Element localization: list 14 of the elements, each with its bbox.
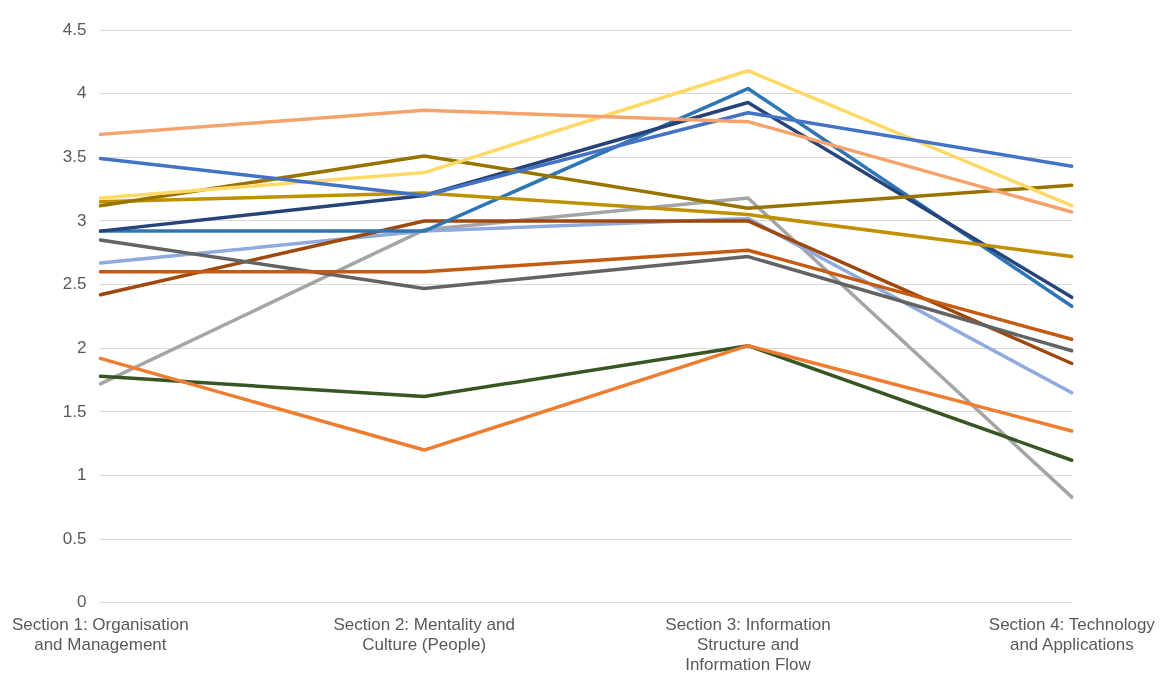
x-tick-label: Section 4: Technology and Applications bbox=[988, 614, 1156, 655]
y-tick-label: 2 bbox=[76, 337, 87, 357]
y-tick-label: 4 bbox=[76, 83, 87, 103]
x-tick-label: Section 2: Mentality and Culture (People) bbox=[333, 614, 515, 655]
x-tick-label: Section 3: Information Structure and Information Flow bbox=[665, 614, 831, 675]
y-tick-label: 0 bbox=[76, 592, 87, 612]
y-tick-label: 3.5 bbox=[62, 146, 87, 166]
y-tick-label: 2.5 bbox=[62, 274, 87, 294]
y-tick-label: 0.5 bbox=[62, 528, 87, 548]
y-tick-label: 1.5 bbox=[62, 401, 87, 421]
y-tick-label: 4.5 bbox=[62, 19, 87, 39]
y-tick-label: 1 bbox=[76, 465, 87, 485]
y-tick-label: 3 bbox=[76, 210, 87, 230]
x-tick-label: Section 1: Organisation and Management bbox=[12, 614, 189, 655]
